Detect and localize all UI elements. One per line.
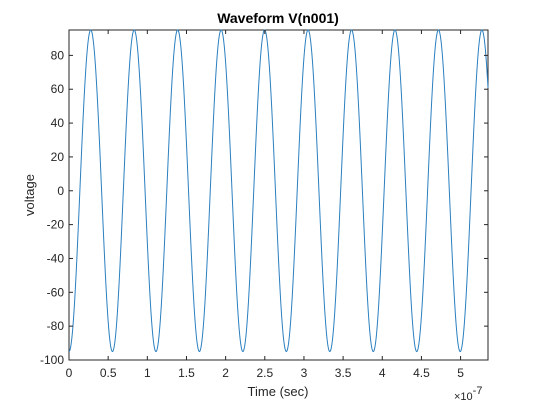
y-tick-label: -60	[47, 285, 65, 299]
x-tick-label: 0	[66, 366, 73, 380]
y-tick-label: -80	[47, 319, 65, 333]
x-tick-label: 1.5	[178, 366, 195, 380]
x-tick-label: 2.5	[256, 366, 273, 380]
x-axis-exponent: ×10-7	[454, 385, 482, 403]
series-layer	[68, 29, 489, 353]
y-tick-label: -40	[47, 251, 65, 265]
x-tick-label: 2	[222, 366, 229, 380]
x-tick-label: 1	[144, 366, 151, 380]
y-tick-label: 40	[51, 116, 65, 130]
x-tick-label: 0.5	[100, 366, 117, 380]
chart-title: Waveform V(n001)	[217, 10, 339, 26]
x-exponent-base: ×10	[454, 391, 473, 403]
x-axis-label: Time (sec)	[248, 384, 309, 399]
tick-layer: 0 0.5 1 1.5 2 2.5 3 3.5 4 4.5 5 -100 -80 -60 -40 -20 0 20…	[40, 30, 488, 380]
y-axis-label: voltage	[22, 174, 37, 216]
y-tick-label: -20	[47, 218, 65, 232]
series-line-0	[68, 29, 489, 353]
x-tick-label: 3.5	[335, 366, 352, 380]
x-tick-label: 4	[379, 366, 386, 380]
x-tick-label: 3	[301, 366, 308, 380]
plot-area	[68, 29, 489, 361]
x-tick-label: 4.5	[413, 366, 430, 380]
x-exponent-power: -7	[473, 385, 483, 397]
y-tick-label: 0	[57, 184, 64, 198]
x-tick-label: 5	[457, 366, 464, 380]
y-tick-label: -100	[40, 353, 64, 367]
y-tick-label: 60	[51, 82, 65, 96]
y-tick-label: 80	[51, 48, 65, 62]
y-tick-label: 20	[51, 150, 65, 164]
